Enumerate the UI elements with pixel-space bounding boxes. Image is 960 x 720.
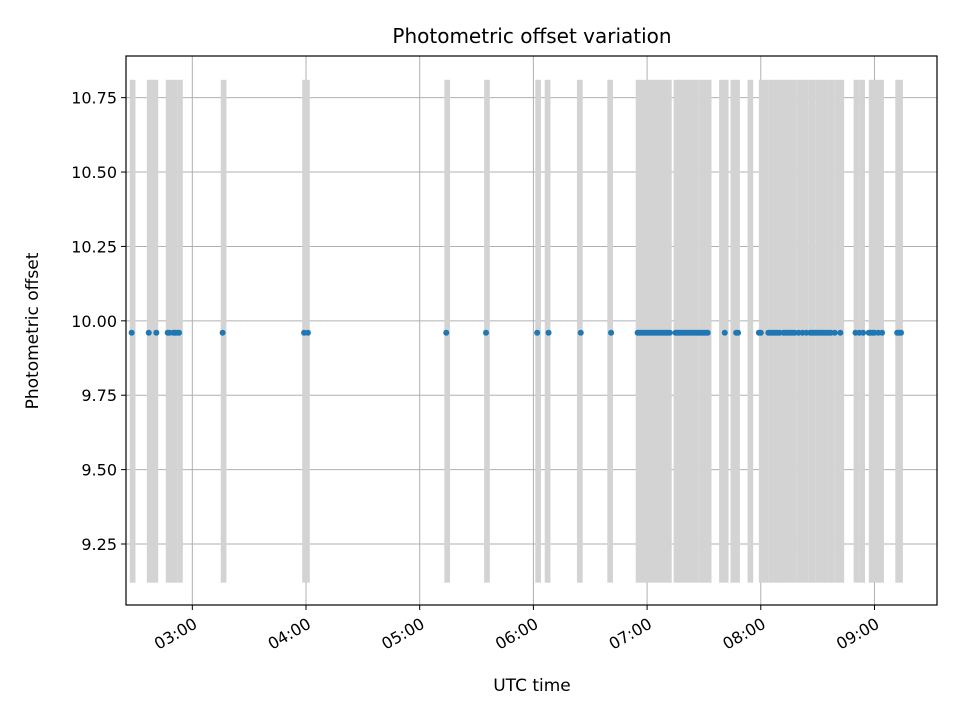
y-tick-label: 10.75 <box>71 89 117 108</box>
y-tick-label: 10.00 <box>71 312 117 331</box>
data-point <box>757 329 764 336</box>
data-point <box>860 329 867 336</box>
data-point <box>666 329 673 336</box>
plot-frame <box>125 55 938 606</box>
data-point <box>483 329 490 336</box>
data-point <box>443 329 450 336</box>
data-point <box>879 329 886 336</box>
y-tick-label: 10.50 <box>71 163 117 182</box>
data-point <box>304 329 311 336</box>
data-point <box>837 329 844 336</box>
data-point <box>704 329 711 336</box>
data-point <box>831 329 838 336</box>
data-point <box>153 329 160 336</box>
data-point <box>176 329 183 336</box>
y-tick-label: 10.25 <box>71 237 117 256</box>
chart-title: Photometric offset variation <box>392 24 671 48</box>
data-point <box>897 329 904 336</box>
observation-band <box>747 79 754 583</box>
data-point <box>128 329 135 336</box>
data-point <box>219 329 226 336</box>
y-tick-label: 9.50 <box>81 461 117 480</box>
data-point <box>545 329 552 336</box>
y-axis-label: Photometric offset <box>23 252 43 409</box>
observation-band <box>758 79 769 583</box>
data-point <box>577 329 584 336</box>
data-point <box>534 329 541 336</box>
y-tick-label: 9.25 <box>81 535 117 554</box>
data-point <box>735 329 742 336</box>
data-points <box>128 329 904 336</box>
data-point <box>608 329 615 336</box>
y-tick-label: 9.75 <box>81 386 117 405</box>
data-point <box>721 329 728 336</box>
x-axis-label: UTC time <box>493 676 571 696</box>
data-point <box>145 329 152 336</box>
